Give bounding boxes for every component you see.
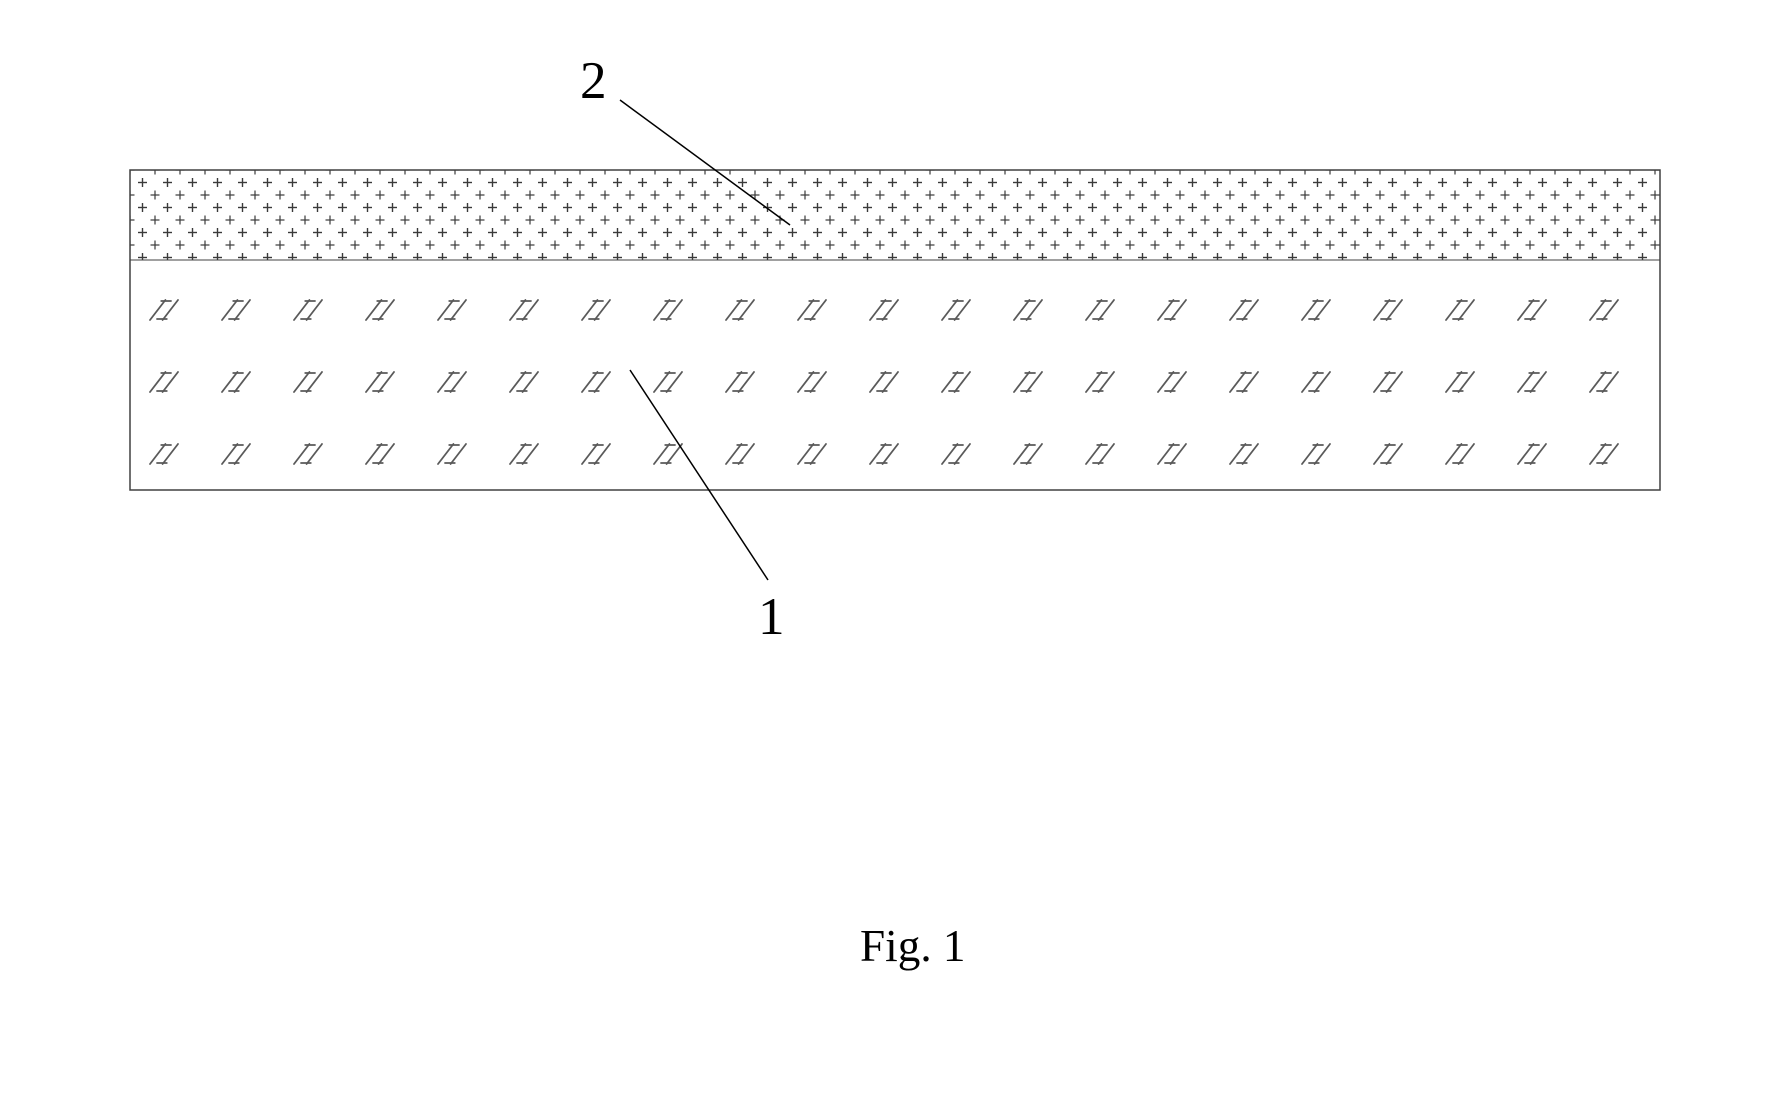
- callout-label-1: 1: [758, 586, 785, 647]
- figure-caption: Fig. 1: [860, 920, 966, 972]
- callout-label-2: 2: [580, 50, 607, 111]
- diagram-stage: Fig. 1 2 1: [0, 0, 1766, 1103]
